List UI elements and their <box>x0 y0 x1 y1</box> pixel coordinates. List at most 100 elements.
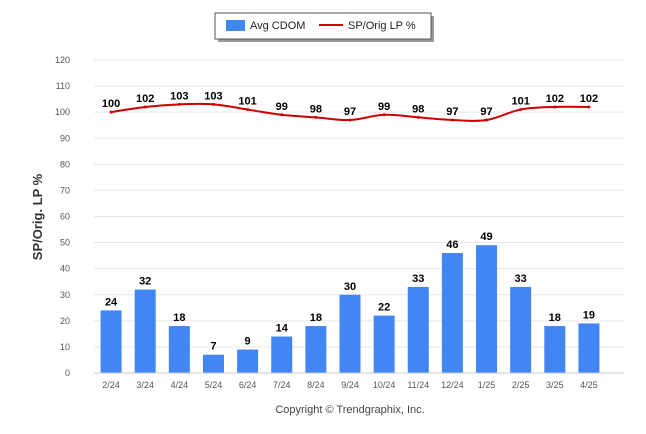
bar <box>578 323 600 373</box>
grid-lines <box>94 59 624 374</box>
bar <box>271 336 293 373</box>
y-tick-label: 50 <box>60 238 70 248</box>
bar <box>168 326 190 373</box>
line-value-label: 101 <box>511 96 529 108</box>
line-value-label: 99 <box>276 101 288 113</box>
x-tick-label: 1/25 <box>478 380 496 390</box>
bar-value-label: 33 <box>412 273 424 285</box>
legend-line-label: SP/Orig LP % <box>348 20 416 32</box>
legend: Avg CDOM SP/Orig LP % <box>214 12 434 42</box>
x-tick-label: 4/24 <box>171 380 189 390</box>
bar-value-label: 18 <box>173 312 185 324</box>
bar <box>544 326 566 373</box>
y-tick-label: 100 <box>55 107 70 117</box>
y-tick-label: 80 <box>60 159 70 169</box>
bar <box>510 286 532 373</box>
bar-value-label: 22 <box>378 302 390 314</box>
y-axis-title: SP/Orig. LP % <box>30 173 45 260</box>
line-point <box>382 113 386 117</box>
y-tick-label: 10 <box>60 342 70 352</box>
line-value-label: 102 <box>136 93 154 105</box>
y-tick-label: 60 <box>60 212 70 222</box>
x-tick-label: 6/24 <box>239 380 257 390</box>
line-value-label: 103 <box>204 90 222 102</box>
bar-value-label: 9 <box>245 336 251 348</box>
line-value-label: 97 <box>480 106 492 118</box>
bar-value-label: 32 <box>139 276 151 288</box>
y-tick-label: 20 <box>60 316 70 326</box>
line-value-label: 98 <box>412 103 424 115</box>
line-value-label: 97 <box>344 106 356 118</box>
x-tick-label: 3/24 <box>136 380 154 390</box>
bar-series <box>100 245 600 373</box>
line-value-label: 101 <box>238 96 256 108</box>
line-point <box>553 105 557 109</box>
copyright-credit: Copyright © Trendgraphix, Inc. <box>275 404 424 416</box>
line-point <box>450 118 454 122</box>
line-point <box>485 118 489 122</box>
line-point <box>211 102 215 106</box>
x-tick-label: 3/25 <box>546 380 564 390</box>
x-tick-label: 5/24 <box>205 380 223 390</box>
bar-value-label: 33 <box>515 273 527 285</box>
line-value-label: 103 <box>170 90 188 102</box>
line-value-label: 97 <box>446 106 458 118</box>
bar-value-label: 49 <box>480 231 492 243</box>
line-value-label: 102 <box>546 93 564 105</box>
x-tick-label: 12/24 <box>441 380 464 390</box>
y-tick-label: 0 <box>65 368 70 378</box>
bar <box>237 349 259 373</box>
legend-bar-label: Avg CDOM <box>250 20 305 32</box>
y-tick-label: 110 <box>56 81 70 91</box>
line-point <box>177 102 181 106</box>
bar-value-label: 24 <box>105 296 118 308</box>
y-tick-label: 120 <box>55 55 70 65</box>
bar <box>134 289 156 373</box>
x-tick-label: 11/24 <box>407 380 429 390</box>
line-point <box>246 108 250 112</box>
y-tick-label: 30 <box>60 290 70 300</box>
line-point <box>280 113 284 117</box>
bar-value-label: 18 <box>310 312 322 324</box>
line-value-label: 98 <box>310 103 322 115</box>
data-labels: 24 32 18 7 9 14 18 30 22 33 46 49 33 18 19 100 102 103 103… <box>102 90 598 352</box>
line-point <box>348 118 352 122</box>
bar-value-label: 30 <box>344 281 356 293</box>
line-point <box>519 108 523 112</box>
line-series <box>109 102 591 122</box>
x-tick-label: 7/24 <box>273 380 291 390</box>
bar <box>373 315 395 373</box>
bar <box>476 245 498 373</box>
line-point <box>109 110 113 114</box>
bar-value-label: 18 <box>549 312 561 324</box>
line-point <box>587 105 591 109</box>
line-point <box>416 115 420 119</box>
bar-value-label: 7 <box>210 341 216 353</box>
line-value-label: 100 <box>102 98 120 110</box>
bar <box>100 310 122 373</box>
bar-value-label: 19 <box>583 309 595 321</box>
x-tick-label: 8/24 <box>307 380 325 390</box>
bar <box>305 326 327 373</box>
line-point <box>314 115 318 119</box>
bar <box>339 294 361 373</box>
axes: 0 10 20 30 40 50 60 70 80 90 100 110 120 2/24 3/24 4/24… <box>55 55 624 390</box>
y-tick-label: 70 <box>60 185 70 195</box>
line-value-label: 102 <box>580 93 598 105</box>
y-tick-label: 90 <box>60 133 70 143</box>
line-point <box>143 105 147 109</box>
bar-value-label: 14 <box>276 322 289 334</box>
x-tick-label: 4/25 <box>580 380 598 390</box>
legend-bar-swatch <box>226 20 245 31</box>
y-tick-label: 40 <box>60 264 70 274</box>
bar-value-label: 46 <box>446 239 458 251</box>
x-tick-label: 2/24 <box>102 380 120 390</box>
x-tick-label: 2/25 <box>512 380 530 390</box>
bar <box>202 354 224 373</box>
bar <box>441 253 463 373</box>
x-tick-label: 10/24 <box>373 380 396 390</box>
line-value-label: 99 <box>378 101 390 113</box>
bar <box>407 286 429 373</box>
